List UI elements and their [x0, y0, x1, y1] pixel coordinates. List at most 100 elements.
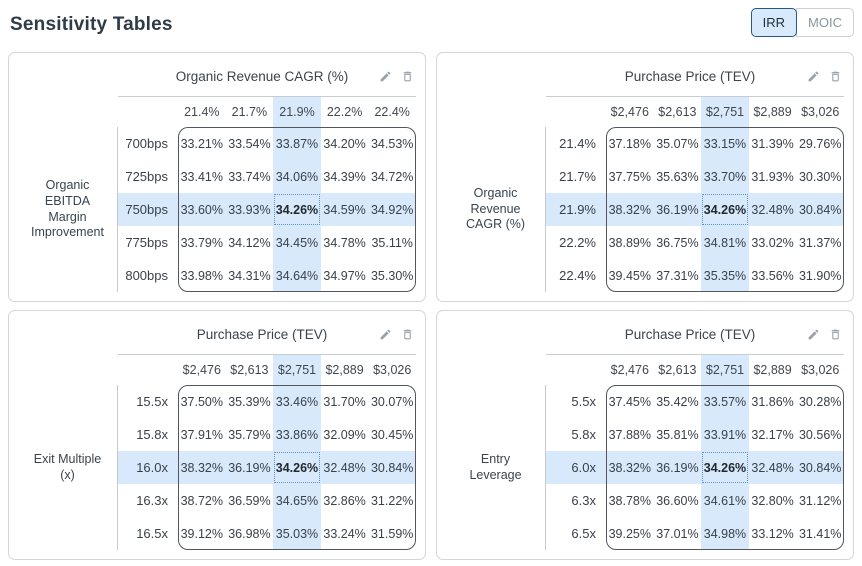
selected-data-cell[interactable]: 34.26%: [273, 193, 321, 226]
row-label-selected[interactable]: 21.9%: [559, 202, 596, 217]
edit-pencil-icon[interactable]: [805, 68, 822, 85]
column-header[interactable]: 22.4%: [374, 105, 410, 119]
data-cell[interactable]: 36.19%: [228, 460, 271, 475]
data-cell[interactable]: 31.90%: [798, 268, 842, 283]
column-header[interactable]: $2,889: [753, 363, 792, 377]
data-cell[interactable]: 36.59%: [228, 493, 271, 508]
row-label[interactable]: 775bps: [125, 235, 168, 250]
data-cell[interactable]: 37.50%: [180, 394, 223, 409]
data-cell[interactable]: 34.31%: [228, 268, 271, 283]
row-label[interactable]: 800bps: [125, 268, 168, 283]
data-cell[interactable]: 33.91%: [703, 427, 747, 442]
data-cell[interactable]: 36.19%: [656, 202, 699, 217]
data-cell[interactable]: 34.81%: [703, 235, 747, 250]
selected-data-cell[interactable]: 34.26%: [701, 193, 749, 226]
data-cell[interactable]: 33.60%: [180, 202, 223, 217]
row-label-selected[interactable]: 6.0x: [571, 460, 596, 475]
column-header-selected[interactable]: $2,751: [705, 363, 745, 377]
data-cell[interactable]: 34.53%: [370, 136, 414, 151]
row-label[interactable]: 16.5x: [136, 526, 168, 541]
data-cell[interactable]: 35.30%: [370, 268, 414, 283]
data-cell[interactable]: 38.32%: [608, 202, 651, 217]
row-label[interactable]: 700bps: [125, 136, 168, 151]
data-cell[interactable]: 37.91%: [180, 427, 223, 442]
data-cell[interactable]: 34.12%: [228, 235, 271, 250]
selected-data-cell[interactable]: 34.26%: [701, 451, 749, 484]
edit-pencil-icon[interactable]: [377, 68, 394, 85]
data-cell[interactable]: 33.87%: [275, 136, 319, 151]
data-cell[interactable]: 33.56%: [751, 268, 794, 283]
irr-toggle-button[interactable]: IRR: [750, 8, 798, 37]
data-cell[interactable]: 37.75%: [608, 169, 651, 184]
data-cell[interactable]: 36.98%: [228, 526, 271, 541]
data-cell[interactable]: 33.02%: [751, 235, 794, 250]
data-cell[interactable]: 34.92%: [370, 202, 414, 217]
data-cell[interactable]: 32.17%: [751, 427, 794, 442]
data-cell[interactable]: 36.75%: [656, 235, 699, 250]
row-label-selected[interactable]: 750bps: [125, 202, 168, 217]
data-cell[interactable]: 38.32%: [608, 460, 651, 475]
row-label[interactable]: 5.8x: [571, 427, 596, 442]
data-cell[interactable]: 33.93%: [228, 202, 271, 217]
data-cell[interactable]: 34.97%: [323, 268, 366, 283]
column-header[interactable]: $2,613: [658, 105, 697, 119]
data-cell[interactable]: 33.21%: [180, 136, 223, 151]
data-cell[interactable]: 30.30%: [798, 169, 842, 184]
data-cell[interactable]: 31.93%: [751, 169, 794, 184]
data-cell[interactable]: 34.65%: [275, 493, 319, 508]
data-cell[interactable]: 34.06%: [275, 169, 319, 184]
column-header[interactable]: 22.2%: [326, 105, 363, 119]
data-cell[interactable]: 30.84%: [798, 460, 842, 475]
data-cell[interactable]: 32.48%: [751, 202, 794, 217]
data-cell[interactable]: 38.78%: [608, 493, 651, 508]
data-cell[interactable]: 34.20%: [323, 136, 366, 151]
data-cell[interactable]: 35.63%: [656, 169, 699, 184]
data-cell[interactable]: 38.32%: [180, 460, 223, 475]
data-cell[interactable]: 38.89%: [608, 235, 651, 250]
data-cell[interactable]: 33.15%: [703, 136, 747, 151]
trash-icon[interactable]: [399, 68, 416, 85]
data-cell[interactable]: 37.88%: [608, 427, 651, 442]
row-label[interactable]: 6.3x: [571, 493, 596, 508]
column-header[interactable]: $2,613: [230, 363, 269, 377]
trash-icon[interactable]: [399, 326, 416, 343]
column-header[interactable]: $2,476: [610, 105, 649, 119]
data-cell[interactable]: 35.39%: [228, 394, 271, 409]
data-cell[interactable]: 32.48%: [751, 460, 794, 475]
data-cell[interactable]: 31.41%: [798, 526, 842, 541]
data-cell[interactable]: 32.48%: [323, 460, 366, 475]
data-cell[interactable]: 33.12%: [751, 526, 794, 541]
data-cell[interactable]: 35.11%: [371, 235, 413, 250]
trash-icon[interactable]: [827, 68, 844, 85]
data-cell[interactable]: 39.12%: [180, 526, 223, 541]
data-cell[interactable]: 37.31%: [656, 268, 699, 283]
column-header[interactable]: 21.7%: [231, 105, 268, 119]
column-header[interactable]: $2,889: [325, 363, 364, 377]
column-header-selected[interactable]: $2,751: [277, 363, 317, 377]
column-header[interactable]: $3,026: [373, 363, 412, 377]
data-cell[interactable]: 35.07%: [656, 136, 699, 151]
data-cell[interactable]: 33.41%: [180, 169, 223, 184]
data-cell[interactable]: 33.70%: [703, 169, 747, 184]
row-label[interactable]: 15.5x: [136, 394, 168, 409]
data-cell[interactable]: 37.18%: [608, 136, 651, 151]
data-cell[interactable]: 34.72%: [370, 169, 414, 184]
data-cell[interactable]: 33.57%: [703, 394, 747, 409]
data-cell[interactable]: 30.45%: [370, 427, 414, 442]
data-cell[interactable]: 31.59%: [370, 526, 414, 541]
data-cell[interactable]: 31.22%: [370, 493, 414, 508]
data-cell[interactable]: 33.46%: [275, 394, 319, 409]
column-header-selected[interactable]: 21.9%: [279, 105, 315, 119]
data-cell[interactable]: 30.28%: [798, 394, 842, 409]
data-cell[interactable]: 32.80%: [751, 493, 794, 508]
data-cell[interactable]: 31.86%: [751, 394, 794, 409]
data-cell[interactable]: 34.78%: [323, 235, 366, 250]
row-label[interactable]: 22.2%: [559, 235, 596, 250]
row-label[interactable]: 5.5x: [571, 394, 596, 409]
data-cell[interactable]: 30.56%: [798, 427, 842, 442]
data-cell[interactable]: 33.79%: [180, 235, 223, 250]
data-cell[interactable]: 32.86%: [323, 493, 366, 508]
data-cell[interactable]: 37.01%: [656, 526, 699, 541]
data-cell[interactable]: 36.19%: [656, 460, 699, 475]
data-cell[interactable]: 33.74%: [228, 169, 271, 184]
